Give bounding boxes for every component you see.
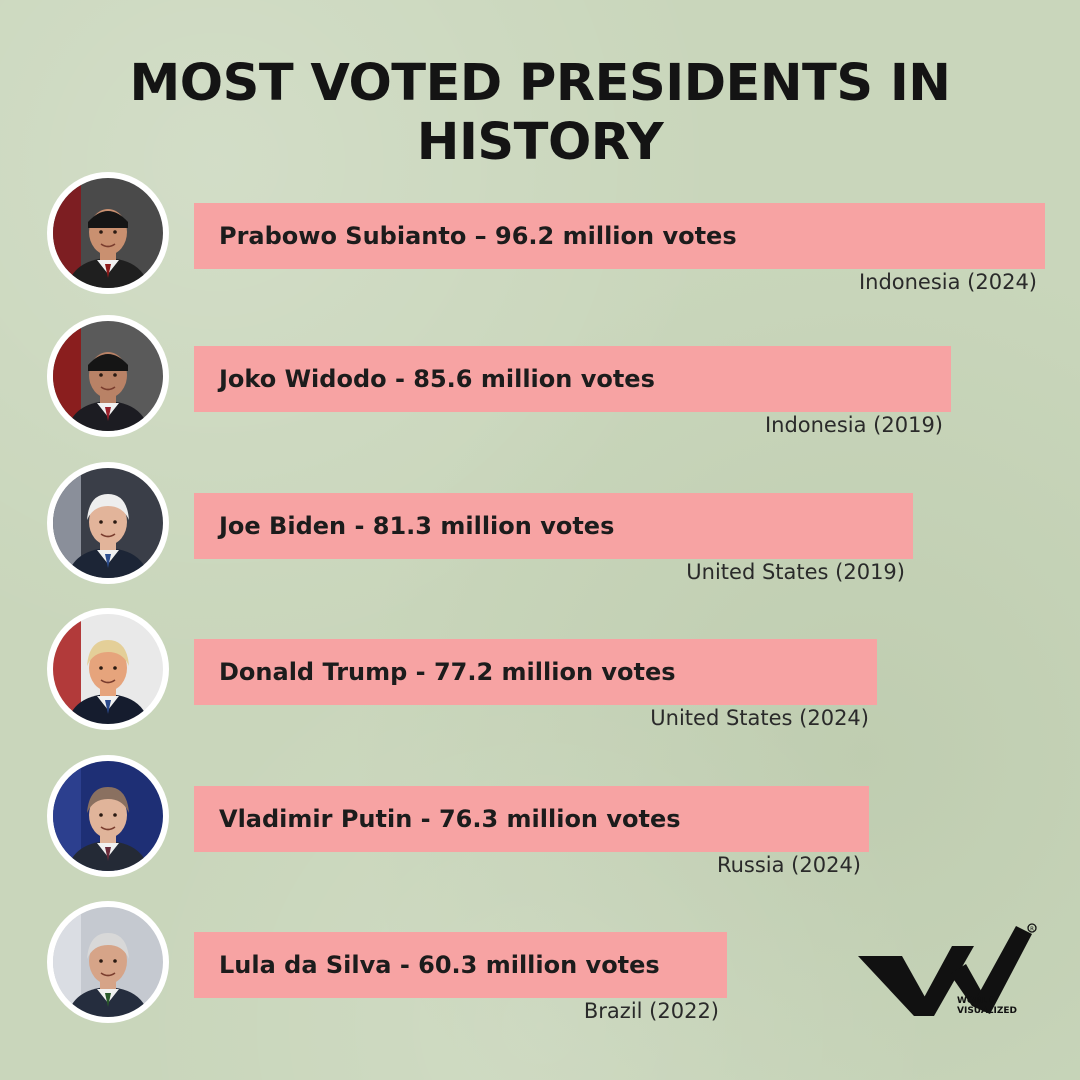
president-photo	[47, 608, 169, 730]
svg-text:R: R	[1030, 927, 1034, 933]
president-photo	[47, 901, 169, 1023]
logo-text: WORLD VISUALIZED	[957, 996, 1017, 1016]
bar-label: Donald Trump - 77.2 million votes	[219, 658, 676, 686]
bar	[194, 639, 877, 705]
bar	[194, 786, 869, 852]
bar-label: Prabowo Subianto – 96.2 million votes	[219, 222, 737, 250]
country-year-label: Indonesia (2019)	[764, 413, 943, 437]
chart-title: MOST VOTED PRESIDENTS IN HISTORY	[129, 54, 951, 172]
bar	[194, 932, 727, 998]
bar	[194, 346, 951, 412]
world-visualized-logo-icon: R	[858, 923, 1037, 1016]
country-year-label: United States (2024)	[650, 706, 869, 730]
country-year-label: Russia (2024)	[716, 853, 861, 877]
president-photo	[47, 172, 169, 294]
country-year-label: Brazil (2022)	[583, 999, 719, 1023]
country-year-label: United States (2019)	[686, 560, 905, 584]
bar	[194, 203, 1045, 269]
bar	[194, 493, 913, 559]
bar-label: Lula da Silva - 60.3 million votes	[219, 951, 660, 979]
logo-line2: VISUALIZED	[957, 1006, 1018, 1016]
bar-label: Joko Widodo - 85.6 million votes	[219, 365, 655, 393]
president-photo	[47, 755, 169, 877]
president-photo	[47, 315, 169, 437]
bar-label: Vladimir Putin - 76.3 million votes	[219, 805, 681, 833]
country-year-label: Indonesia (2024)	[858, 270, 1037, 294]
bar-label: Joe Biden - 81.3 million votes	[219, 512, 615, 540]
logo-line1: WORLD	[957, 996, 995, 1006]
president-photo	[47, 462, 169, 584]
